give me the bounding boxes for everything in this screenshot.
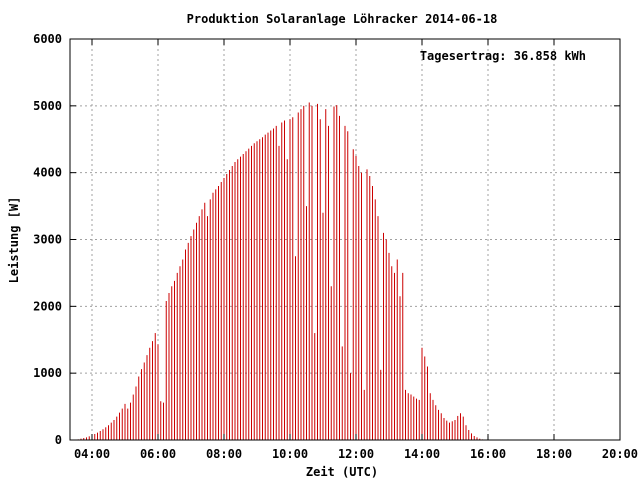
x-tick-label: 06:00 xyxy=(140,447,176,461)
chart-title: Produktion Solaranlage Löhracker 2014-06… xyxy=(187,12,498,26)
y-tick-label: 5000 xyxy=(33,99,62,113)
x-tick-label: 20:00 xyxy=(602,447,638,461)
x-tick-label: 16:00 xyxy=(470,447,506,461)
bar-series xyxy=(77,102,483,440)
daily-yield-annotation: Tagesertrag: 36.858 kWh xyxy=(420,49,586,63)
x-tick-label: 12:00 xyxy=(338,447,374,461)
y-tick-label: 2000 xyxy=(33,299,62,313)
x-tick-labels: 04:00 06:00 08:00 10:00 12:00 14:00 16:00 18:00… xyxy=(74,447,638,461)
x-tick-label: 10:00 xyxy=(272,447,308,461)
axis-ticks xyxy=(70,38,621,441)
x-tick-label: 04:00 xyxy=(74,447,110,461)
y-tick-label: 6000 xyxy=(33,32,62,46)
x-tick-label: 18:00 xyxy=(536,447,572,461)
x-tick-label: 14:00 xyxy=(404,447,440,461)
y-tick-label: 0 xyxy=(55,433,62,447)
y-tick-label: 4000 xyxy=(33,166,62,180)
x-tick-label: 08:00 xyxy=(206,447,242,461)
y-tick-label: 3000 xyxy=(33,233,62,247)
x-axis-label: Zeit (UTC) xyxy=(306,465,378,479)
y-axis-label: Leistung [W] xyxy=(7,197,21,284)
y-tick-labels: 0 1000 2000 3000 4000 5000 6000 xyxy=(33,32,62,447)
y-tick-label: 1000 xyxy=(33,366,62,380)
